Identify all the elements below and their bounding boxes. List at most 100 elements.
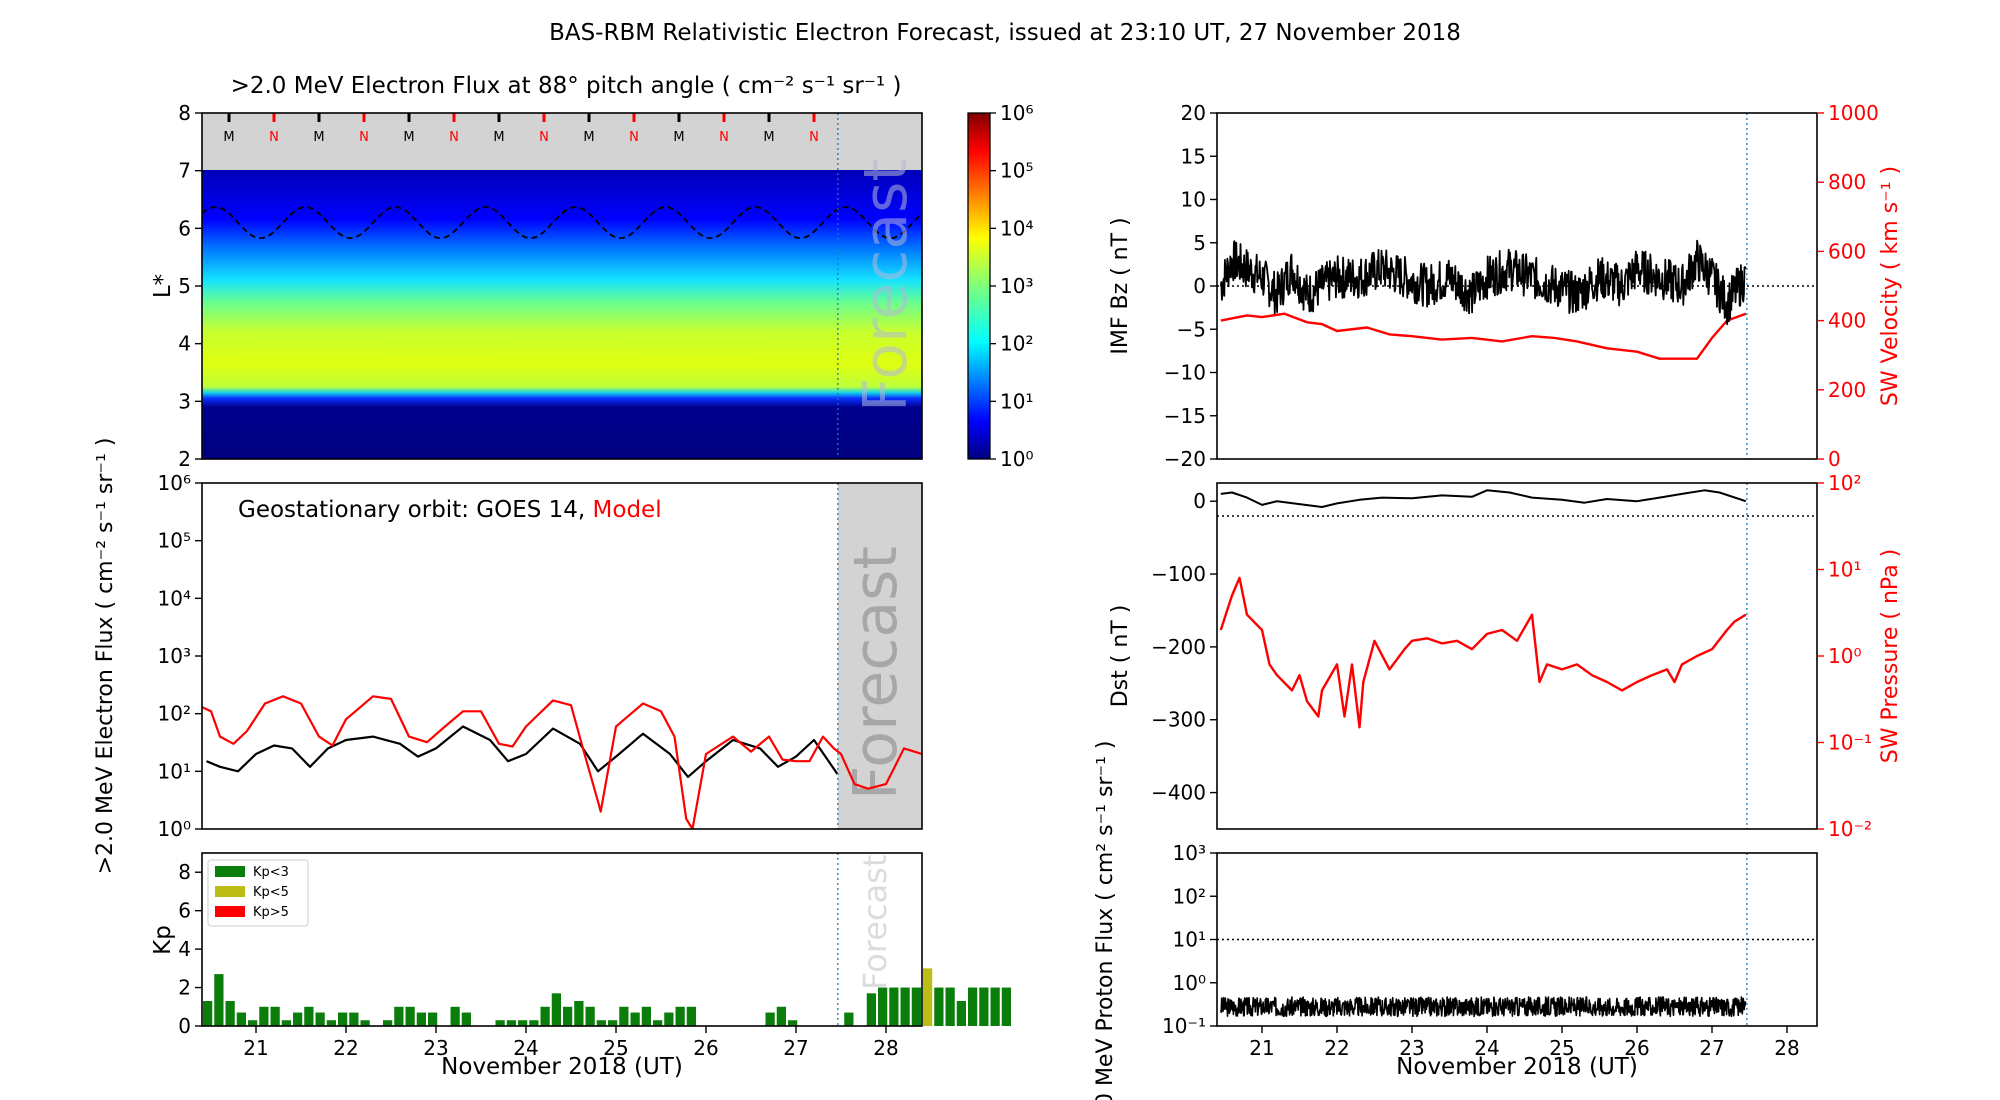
pressure-ylabel: SW Pressure ( nPa ) bbox=[1878, 549, 1903, 764]
dst-ylabel: Dst ( nT ) bbox=[1108, 605, 1133, 708]
mn-label: N bbox=[539, 130, 549, 145]
dst-line bbox=[1220, 489, 1747, 508]
kp-bar bbox=[686, 1006, 696, 1026]
x-tick-label: 27 bbox=[1699, 1036, 1724, 1060]
sw-pressure-line bbox=[1219, 576, 1747, 729]
colorbar-tick-label: 10⁰ bbox=[1000, 447, 1033, 471]
y-tick-label: 5 bbox=[178, 274, 191, 298]
kp-bar bbox=[990, 987, 1000, 1026]
kp-bar bbox=[788, 1020, 798, 1026]
x-tick-label: 26 bbox=[693, 1036, 718, 1060]
x-tick-label: 24 bbox=[513, 1036, 538, 1060]
lstar-ylabel: L* bbox=[150, 274, 176, 298]
kp-bar bbox=[281, 1020, 291, 1026]
mn-label: N bbox=[269, 130, 279, 145]
kp-bar bbox=[900, 987, 910, 1026]
y2-tick-label: 10¹ bbox=[1828, 558, 1861, 582]
mn-label: M bbox=[583, 130, 594, 145]
kp-bar bbox=[934, 987, 944, 1026]
colorbar-tick-label: 10⁵ bbox=[1000, 159, 1033, 183]
mn-label: M bbox=[223, 130, 234, 145]
kp-bar bbox=[664, 1012, 674, 1026]
model-flux-line bbox=[202, 695, 922, 829]
x-tick-label: 22 bbox=[333, 1036, 358, 1060]
y2-tick-label: 600 bbox=[1828, 239, 1866, 263]
right-date-axis: 21 22 23 24 25 26 27 28 bbox=[1249, 1026, 1800, 1060]
kp-bar bbox=[428, 1012, 438, 1026]
kp-bar bbox=[765, 1012, 775, 1026]
x-tick-label: 21 bbox=[243, 1036, 268, 1060]
colorbar-tick-label: 10¹ bbox=[1000, 389, 1033, 413]
kp-bar bbox=[338, 1012, 348, 1026]
kp-bar bbox=[203, 1001, 213, 1026]
bz-series bbox=[1219, 239, 1747, 360]
kp-frame bbox=[201, 852, 923, 1027]
dst-panel: −400 −300 −200 −100 0 10⁻² 10⁻¹ 10⁰ 10¹ 10² Dst … bbox=[1108, 471, 1903, 841]
y-tick-label: 10² bbox=[158, 702, 191, 726]
kp-legend: Kp<3 Kp<5 Kp>5 bbox=[207, 859, 309, 927]
bz-ylabel: IMF Bz ( nT ) bbox=[1108, 217, 1133, 354]
y-tick-label: 0 bbox=[1193, 489, 1206, 513]
mn-label: N bbox=[629, 130, 639, 145]
kp-bar bbox=[416, 1012, 426, 1026]
kp-bar bbox=[315, 1012, 325, 1026]
x-tick-label: 25 bbox=[603, 1036, 628, 1060]
x-tick-label: 28 bbox=[1774, 1036, 1799, 1060]
x-tick-label: 21 bbox=[1249, 1036, 1274, 1060]
kp-bar bbox=[225, 1001, 235, 1026]
kp-bar bbox=[630, 1012, 640, 1026]
kp-bar bbox=[495, 1020, 505, 1026]
proton-flux-line bbox=[1220, 996, 1747, 1018]
mn-label: M bbox=[403, 130, 414, 145]
flux-colorbar: 10⁰ 10¹ 10² 10³ 10⁴ 10⁵ 10⁶ bbox=[967, 101, 1033, 471]
kp-bar bbox=[619, 1006, 629, 1026]
y2-tick-label: 200 bbox=[1828, 378, 1866, 402]
y-tick-label: 10⁰ bbox=[158, 817, 191, 841]
bz-panel: −20 −15 −10 −5 0 5 10 15 20 0 200 400 600 800 1000 IM… bbox=[1108, 101, 1903, 471]
geo-forecast-shade bbox=[837, 483, 922, 829]
y-tick-label: 8 bbox=[178, 860, 191, 884]
x-tick-label: 28 bbox=[873, 1036, 898, 1060]
flux-heatmap bbox=[202, 170, 922, 459]
y-tick-label: −5 bbox=[1177, 317, 1206, 341]
kp-bar bbox=[956, 1001, 966, 1026]
y-tick-label: 10⁵ bbox=[158, 529, 191, 553]
kp-bar bbox=[563, 1006, 573, 1026]
y-tick-label: 15 bbox=[1181, 144, 1206, 168]
left-date-axis: 21 22 23 24 25 26 27 28 bbox=[243, 1026, 899, 1060]
colorbar-tick-label: 10⁴ bbox=[1000, 216, 1033, 240]
geo-forecast-label: Forecast bbox=[841, 546, 911, 800]
y-tick-label: 6 bbox=[178, 899, 191, 923]
kp-legend-swatch-1 bbox=[215, 886, 245, 897]
x-tick-label: 27 bbox=[783, 1036, 808, 1060]
mn-label: M bbox=[763, 130, 774, 145]
y-tick-label: 20 bbox=[1181, 101, 1206, 125]
geo-annotation-text: Geostationary orbit: GOES 14, bbox=[238, 497, 585, 523]
mn-label: N bbox=[809, 130, 819, 145]
dst-y-axis: −400 −300 −200 −100 0 bbox=[1151, 489, 1217, 805]
geo-frame bbox=[201, 482, 923, 830]
y-tick-label: −10 bbox=[1164, 361, 1206, 385]
x-tick-label: 22 bbox=[1324, 1036, 1349, 1060]
y-tick-label: 5 bbox=[1193, 231, 1206, 255]
y-tick-label: 10⁶ bbox=[158, 471, 191, 495]
kp-bar bbox=[844, 1012, 854, 1026]
y-tick-label: 10² bbox=[1173, 884, 1206, 908]
colorbar-tick-label: 10³ bbox=[1000, 274, 1033, 298]
kp-forecast-label: Forecast bbox=[856, 855, 894, 990]
kp-bar bbox=[866, 993, 876, 1026]
kp-bar bbox=[776, 1006, 786, 1026]
y-tick-label: 3 bbox=[178, 389, 191, 413]
kp-bar bbox=[383, 1020, 393, 1026]
y-tick-label: 4 bbox=[178, 332, 191, 356]
y2-tick-label: 10⁻² bbox=[1828, 817, 1872, 841]
y-tick-label: −200 bbox=[1151, 635, 1206, 659]
figure-title: BAS-RBM Relativistic Electron Forecast, … bbox=[549, 20, 1461, 46]
kp-bar bbox=[293, 1012, 303, 1026]
y2-tick-label: 10⁻¹ bbox=[1828, 731, 1872, 755]
kp-bar bbox=[979, 987, 989, 1026]
kp-bar bbox=[518, 1020, 528, 1026]
y-tick-label: 6 bbox=[178, 216, 191, 240]
